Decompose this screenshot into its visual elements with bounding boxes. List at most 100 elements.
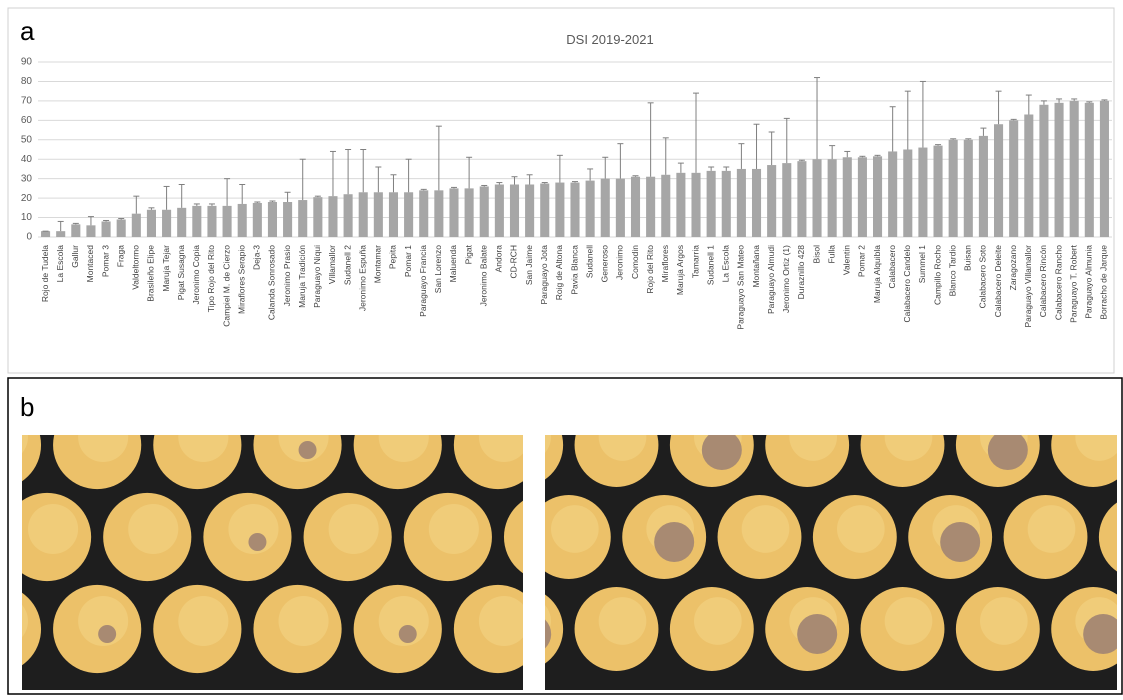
bar [404,192,414,237]
error-bar [450,186,457,189]
chart-title: DSI 2019-2021 [566,32,653,47]
x-tick-label: Borracho de Jarque [1099,245,1109,320]
x-tick-label: Sudanell [584,245,594,278]
bar [222,205,232,237]
bar [1039,104,1049,238]
bar [494,184,504,237]
bar [1054,102,1064,237]
error-bar [1025,94,1032,115]
error-bar [723,166,730,171]
error-bar [965,138,972,140]
bar [963,139,973,237]
panel-label: b [20,392,34,422]
bar [570,182,580,237]
x-tick-label: Pigat [463,244,473,264]
bar [373,192,383,237]
x-tick-label: Campillo Rocho [932,245,942,305]
error-bar [693,92,700,173]
photo [545,435,1117,690]
x-tick-label: Sudanell 1 [705,245,715,285]
bar [661,174,671,237]
x-tick-label: Calabacero Deleite [993,245,1003,318]
x-tick-label: Bisol [811,245,821,264]
peach-shade [78,435,129,463]
error-bar [193,203,200,206]
bar [434,190,444,237]
error-bar [798,159,805,162]
error-bar [556,154,563,183]
x-tick-label: Paraguayo Villamallor [1023,245,1033,328]
x-tick-label: Rojo de Tudela [40,245,50,302]
peach-shade [478,435,523,463]
x-tick-label: Generoso [600,245,610,283]
error-bar [1086,101,1093,103]
x-tick-label: CD-RCH [509,245,519,279]
panel-label: a [20,16,35,46]
peach-shade [598,597,647,645]
x-tick-label: Summel 1 [917,245,927,284]
bar [192,205,202,237]
bar [767,165,777,237]
x-tick-label: Paraguayo Niqui [312,245,322,308]
bar [978,135,988,237]
lesion [248,533,267,551]
x-tick-label: Deja-3 [252,245,262,270]
error-bar [768,131,775,166]
error-bar [753,123,760,169]
error-bar [375,166,382,193]
error-bar [572,181,578,183]
x-tick-label: Pavia Blanca [569,245,579,295]
error-bar [208,203,215,206]
y-tick-label: 60 [21,115,33,126]
x-tick-label: Montaced [85,245,95,283]
x-tick-label: Valdeltormo [131,245,141,290]
x-tick-label: Duraznillo 428 [796,245,806,300]
x-tick-label: Miraflores [660,245,670,282]
bar [1024,114,1034,237]
error-bar [405,158,412,193]
error-bar [677,162,684,173]
peach-shade [278,595,329,647]
x-tick-label: Comodin [630,245,640,279]
bar [252,202,262,237]
x-tick-label: Pomar 1 [403,245,413,277]
peach-shade [694,597,742,645]
y-tick-label: 50 [21,134,33,145]
lesion [797,614,838,654]
bar [948,139,958,237]
x-tick-label: Paraguayo San Mateo [736,245,746,330]
peach-shade [22,604,28,638]
error-bar [1101,99,1108,101]
x-tick-label: Sudanell 2 [342,245,352,285]
bar [676,172,686,237]
bar [1009,120,1019,237]
error-bar [980,127,987,136]
error-bar [859,155,866,158]
bar [343,194,353,237]
bar [146,209,156,237]
x-tick-label: Pepita [388,245,398,269]
x-tick-label: Maruja Tradición [297,245,307,308]
bar [827,159,837,237]
peach [503,500,523,574]
bar [1069,100,1079,237]
peach-shade [837,505,885,553]
peach-shade [478,595,523,647]
error-bar [919,80,926,148]
error-bar [1071,98,1078,101]
error-bar [814,77,821,160]
bar [782,163,792,237]
error-bar [420,188,427,191]
error-bar [239,184,246,204]
error-bar [526,174,533,185]
y-tick-label: 30 [21,173,33,184]
bar [903,149,913,237]
lesion [545,619,552,649]
bar [600,178,610,237]
bar [630,176,641,237]
x-tick-label: Pomar 2 [857,245,867,277]
error-bar [481,184,488,187]
error-bar [647,102,654,177]
error-bar [269,200,276,202]
x-tick-label: Calabacero Soto [978,245,988,309]
